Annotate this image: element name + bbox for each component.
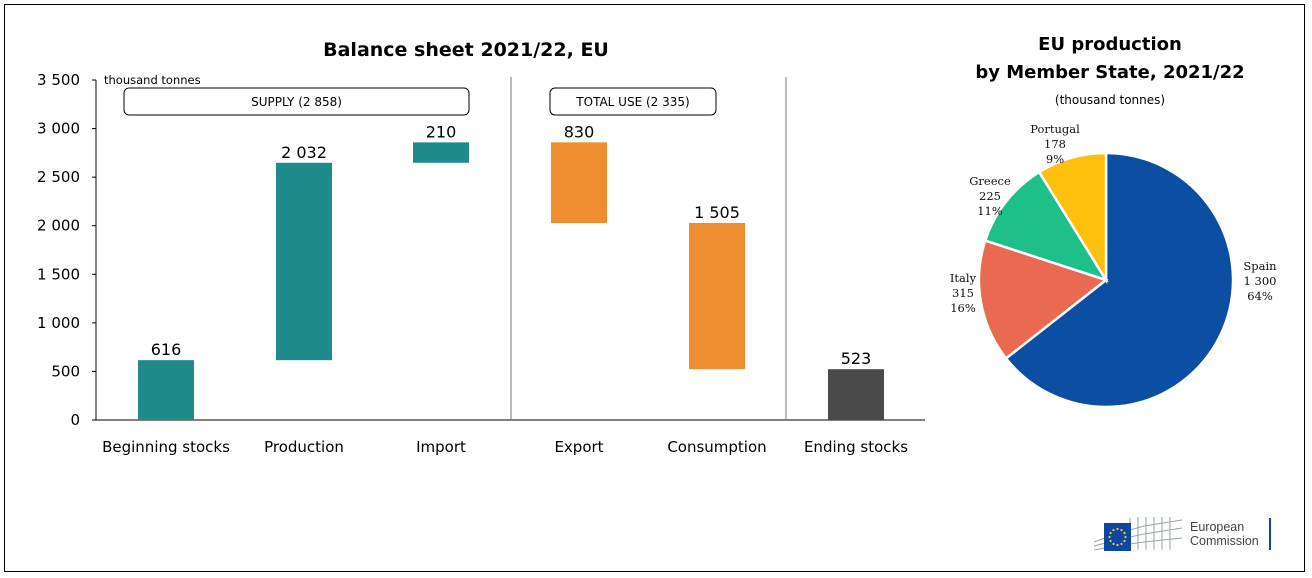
eu-star-icon <box>1123 531 1126 535</box>
pie-subtitle: (thousand tonnes) <box>1055 93 1165 107</box>
pie-label-italy: 315 <box>952 286 974 300</box>
eu-star-icon <box>1109 531 1112 535</box>
ec-building-icon <box>1093 517 1183 551</box>
bar-import <box>413 142 469 163</box>
category-label: Export <box>554 438 603 456</box>
bar-value-label: 616 <box>151 340 182 359</box>
eu-star-icon <box>1109 539 1112 543</box>
eu-star-icon <box>1120 542 1123 546</box>
eu-star-icon <box>1116 527 1119 531</box>
category-label: Import <box>416 438 466 456</box>
y-tick-label: 1 000 <box>37 314 80 332</box>
eu-star-icon <box>1120 528 1123 532</box>
pie-label-spain: 1 300 <box>1244 274 1277 288</box>
ec-logo-text: European Commission <box>1190 520 1259 548</box>
y-ticks: 0 500 1 000 1 500 2 000 2 500 3 000 3 500 <box>37 71 96 429</box>
pie-label-greece: 225 <box>979 189 1001 203</box>
group-box <box>549 87 717 116</box>
y-tick-label: 2 500 <box>37 168 80 186</box>
pie-title-line2: by Member State, 2021/22 <box>975 62 1244 83</box>
y-tick-label: 0 <box>70 411 80 429</box>
bar-chart-title: Balance sheet 2021/22, EU <box>323 39 609 61</box>
y-tick-label: 3 000 <box>37 120 80 138</box>
pie <box>977 151 1235 409</box>
pie-label-portugal: 9% <box>1046 152 1064 166</box>
bar-ending-stocks <box>828 369 884 420</box>
pie-label-spain: 64% <box>1247 289 1273 303</box>
category-label: Consumption <box>667 438 766 456</box>
pie-label-italy: 16% <box>950 301 976 315</box>
european-commission-logo: European Commission <box>1086 516 1276 552</box>
pie-label-greece: 11% <box>977 204 1003 218</box>
bar-production <box>276 162 332 361</box>
bar-value-label: 830 <box>564 122 595 141</box>
ec-logo-line1: European <box>1190 520 1245 534</box>
bars: 616 2 032 210 830 1 505 523 <box>138 122 884 420</box>
eu-star-icon <box>1116 543 1119 547</box>
category-labels: Beginning stocks Production Import Export Co… <box>102 438 908 456</box>
y-tick-label: 2 000 <box>37 217 80 235</box>
group-box-label: SUPPLY (2 858) <box>251 95 342 109</box>
group-boxes: SUPPLY (2 858) TOTAL USE (2 335) <box>123 87 717 116</box>
ec-logo-bar <box>1269 518 1271 550</box>
pie-title-line1: EU production <box>1038 34 1182 55</box>
pie-slice-greece <box>983 170 1109 283</box>
category-label: Beginning stocks <box>102 438 230 456</box>
pie-label-portugal: Portugal <box>1030 122 1080 136</box>
bar-value-label: 1 505 <box>694 203 740 222</box>
pie-slice-portugal <box>1037 151 1108 285</box>
eu-star-icon <box>1123 539 1126 543</box>
y-tick-label: 1 500 <box>37 265 80 283</box>
bar-consumption <box>689 222 745 370</box>
pie-label-greece: Greece <box>969 174 1011 188</box>
pie-label-portugal: 178 <box>1044 137 1066 151</box>
category-label: Ending stocks <box>804 438 908 456</box>
eu-star-icon <box>1124 535 1127 539</box>
eu-star-icon <box>1112 542 1115 546</box>
eu-star-icon <box>1108 535 1111 539</box>
group-box-label: TOTAL USE (2 335) <box>575 95 689 109</box>
y-axis-label: thousand tonnes <box>104 73 201 87</box>
ec-logo-line2: Commission <box>1190 534 1259 548</box>
y-tick-label: 500 <box>51 362 80 380</box>
pie-label-spain: Spain <box>1243 259 1277 273</box>
pie-slice-spain <box>1004 151 1235 409</box>
eu-star-icon <box>1112 528 1115 532</box>
pie-label-italy: Italy <box>950 271 977 285</box>
bar-value-label: 523 <box>841 349 872 368</box>
category-label: Production <box>264 438 344 456</box>
bar-beginning-stocks <box>138 360 194 420</box>
bar-value-label: 210 <box>426 122 457 141</box>
y-tick-label: 3 500 <box>37 71 80 89</box>
bar-value-label: 2 032 <box>281 143 327 162</box>
group-box <box>123 87 470 116</box>
bar-export <box>551 142 607 223</box>
